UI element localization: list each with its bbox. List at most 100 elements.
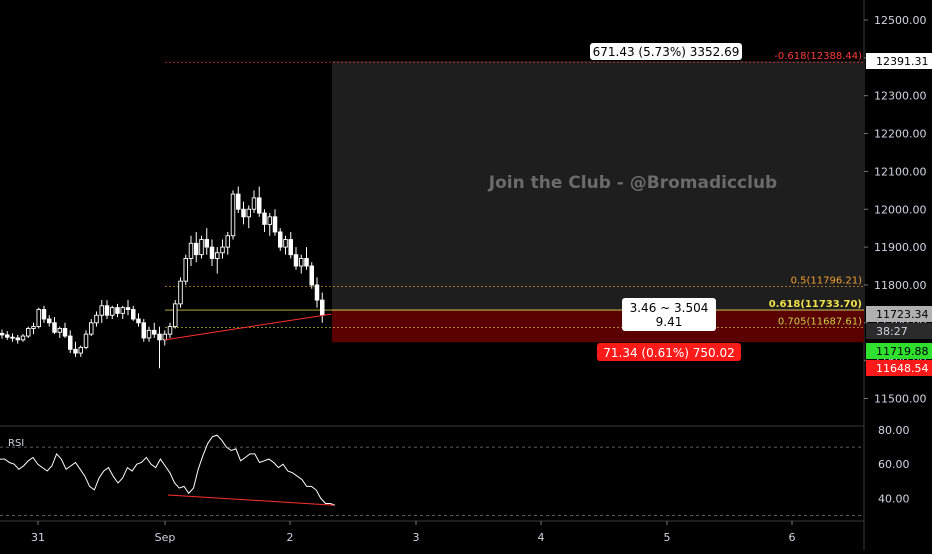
- candle[interactable]: [0, 329, 5, 339]
- candle[interactable]: [141, 319, 146, 342]
- candle-body: [283, 239, 288, 248]
- candle[interactable]: [220, 239, 225, 259]
- candle[interactable]: [204, 228, 209, 255]
- candle[interactable]: [47, 315, 52, 327]
- candle-body: [178, 280, 183, 305]
- candle[interactable]: [278, 228, 283, 251]
- rsi-panel[interactable]: RSI: [0, 434, 864, 516]
- candle[interactable]: [130, 305, 136, 321]
- candle[interactable]: [88, 319, 94, 337]
- stop-zone: [332, 310, 864, 343]
- price-divergence-line: [164, 313, 332, 341]
- candle[interactable]: [257, 186, 262, 217]
- candle[interactable]: [167, 322, 173, 338]
- candle[interactable]: [31, 322, 36, 335]
- candles[interactable]: [0, 186, 325, 369]
- candle[interactable]: [73, 341, 78, 357]
- candle[interactable]: [314, 277, 320, 308]
- price-tick-label: 12300.00: [874, 90, 927, 103]
- candle[interactable]: [83, 330, 89, 350]
- candle-body: [94, 314, 99, 324]
- candle[interactable]: [230, 190, 236, 240]
- candle[interactable]: [99, 300, 104, 323]
- candle-body: [267, 216, 273, 225]
- candle-body: [47, 318, 52, 324]
- candle[interactable]: [209, 239, 215, 267]
- candle[interactable]: [272, 209, 278, 236]
- candle[interactable]: [20, 334, 26, 342]
- candle[interactable]: [67, 330, 73, 354]
- price-tick-label: 11900.00: [874, 241, 927, 254]
- price-tick-label: 11500.00: [874, 393, 927, 406]
- fib-label: 0.705(11687.61): [778, 316, 862, 327]
- candle[interactable]: [246, 205, 251, 229]
- candle[interactable]: [146, 326, 152, 342]
- candle[interactable]: [57, 326, 63, 338]
- candle-body: [209, 246, 215, 259]
- candle[interactable]: [283, 235, 288, 255]
- candle[interactable]: [188, 235, 194, 267]
- candle[interactable]: [115, 303, 120, 318]
- candle[interactable]: [41, 305, 47, 323]
- candle[interactable]: [136, 313, 141, 327]
- candle[interactable]: [304, 247, 309, 270]
- candle-body: [78, 346, 83, 354]
- candle-body: [36, 309, 42, 328]
- candle[interactable]: [199, 235, 204, 259]
- candle[interactable]: [125, 300, 131, 316]
- candle[interactable]: [241, 201, 246, 225]
- candle[interactable]: [26, 326, 31, 338]
- candle[interactable]: [214, 247, 220, 274]
- candle-body: [52, 322, 57, 333]
- candle[interactable]: [183, 254, 188, 285]
- candle[interactable]: [225, 231, 230, 255]
- candle-body: [241, 208, 246, 218]
- candle[interactable]: [104, 300, 110, 320]
- candle[interactable]: [10, 333, 15, 342]
- candle-body: [199, 239, 204, 256]
- candle[interactable]: [62, 322, 68, 338]
- candle-body: [230, 193, 236, 237]
- candle[interactable]: [120, 305, 125, 320]
- candle-body: [272, 216, 278, 233]
- candle[interactable]: [293, 247, 299, 270]
- candle[interactable]: [235, 186, 241, 214]
- price-tick-label: 12200.00: [874, 128, 927, 141]
- green-price-tag-bg: [866, 343, 932, 359]
- candle-body: [262, 212, 267, 225]
- candle[interactable]: [178, 277, 183, 308]
- candle[interactable]: [94, 311, 99, 327]
- candle[interactable]: [172, 300, 178, 329]
- candle[interactable]: [15, 334, 20, 344]
- candle[interactable]: [4, 331, 10, 340]
- candle[interactable]: [299, 254, 304, 274]
- top-price-tag-text: 12391.31: [876, 55, 929, 68]
- red-price-tag: 11648.54: [866, 360, 932, 376]
- target-label-text: 671.43 (5.73%) 3352.69: [593, 45, 740, 59]
- candle[interactable]: [193, 231, 199, 263]
- price-tick-label: 12000.00: [874, 203, 927, 216]
- candle[interactable]: [36, 307, 42, 329]
- risk-reward-line1: 3.46 ~ 3.504: [630, 301, 709, 315]
- rsi-tick-label: 80.00: [878, 424, 910, 437]
- candle-body: [0, 332, 5, 336]
- candle-body: [309, 265, 315, 286]
- candle-body: [41, 309, 47, 320]
- candle-body: [141, 322, 146, 339]
- candle[interactable]: [251, 190, 257, 214]
- candle[interactable]: [151, 322, 157, 338]
- candle-body: [10, 336, 15, 339]
- candle[interactable]: [52, 317, 57, 335]
- candle[interactable]: [267, 213, 273, 236]
- candle[interactable]: [288, 231, 294, 259]
- candle[interactable]: [78, 345, 83, 357]
- price-tick-label: 12100.00: [874, 165, 927, 178]
- candle[interactable]: [109, 305, 115, 320]
- candle-body: [136, 318, 141, 324]
- candle[interactable]: [309, 262, 315, 289]
- candle[interactable]: [157, 326, 162, 369]
- candle-body: [15, 337, 20, 341]
- candle[interactable]: [262, 209, 267, 232]
